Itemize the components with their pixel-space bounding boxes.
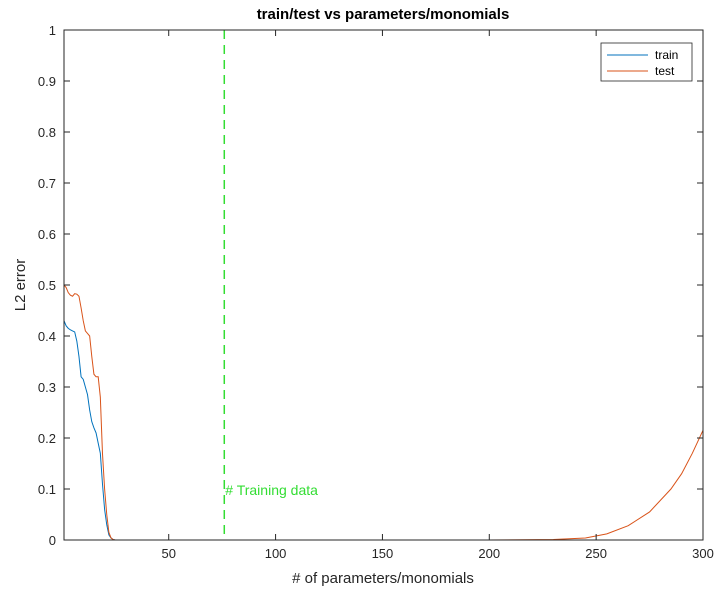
x-tick-label: 200: [478, 546, 500, 561]
y-tick-label: 0.4: [38, 329, 56, 344]
y-tick-label: 0.9: [38, 74, 56, 89]
x-tick-label: 100: [265, 546, 287, 561]
x-tick-label: 50: [161, 546, 175, 561]
x-tick-label: 250: [585, 546, 607, 561]
y-tick-label: 0.2: [38, 431, 56, 446]
y-tick-label: 0.8: [38, 125, 56, 140]
x-tick-label: 150: [372, 546, 394, 561]
series-line-test: [63, 284, 704, 541]
plot-background: [64, 30, 703, 540]
legend-label-test: test: [655, 64, 675, 78]
x-ticks-layer: 50 100 150 200 250 300: [161, 30, 714, 561]
y-ticks-layer: 0 0.1 0.2 0.3 0.4 0.5 0.6 0.7 0.8 0.9 1: [38, 23, 703, 548]
y-tick-label: 0.5: [38, 278, 56, 293]
y-tick-label: 0.3: [38, 380, 56, 395]
legend-box: [600, 42, 693, 82]
chart-title: train/test vs parameters/monomials: [257, 6, 510, 23]
y-tick-label: 0: [49, 533, 56, 548]
x-tick-label: 300: [692, 546, 714, 561]
legend: train test: [600, 42, 693, 82]
y-tick-label: 1: [49, 23, 56, 38]
y-axis-title: L2 error: [12, 259, 29, 312]
x-axis-title: # of parameters/monomials: [292, 570, 474, 587]
y-tick-label: 0.6: [38, 227, 56, 242]
reference-line-label: # Training data: [225, 482, 318, 498]
legend-label-train: train: [655, 48, 678, 62]
y-tick-label: 0.1: [38, 482, 56, 497]
y-tick-label: 0.7: [38, 176, 56, 191]
